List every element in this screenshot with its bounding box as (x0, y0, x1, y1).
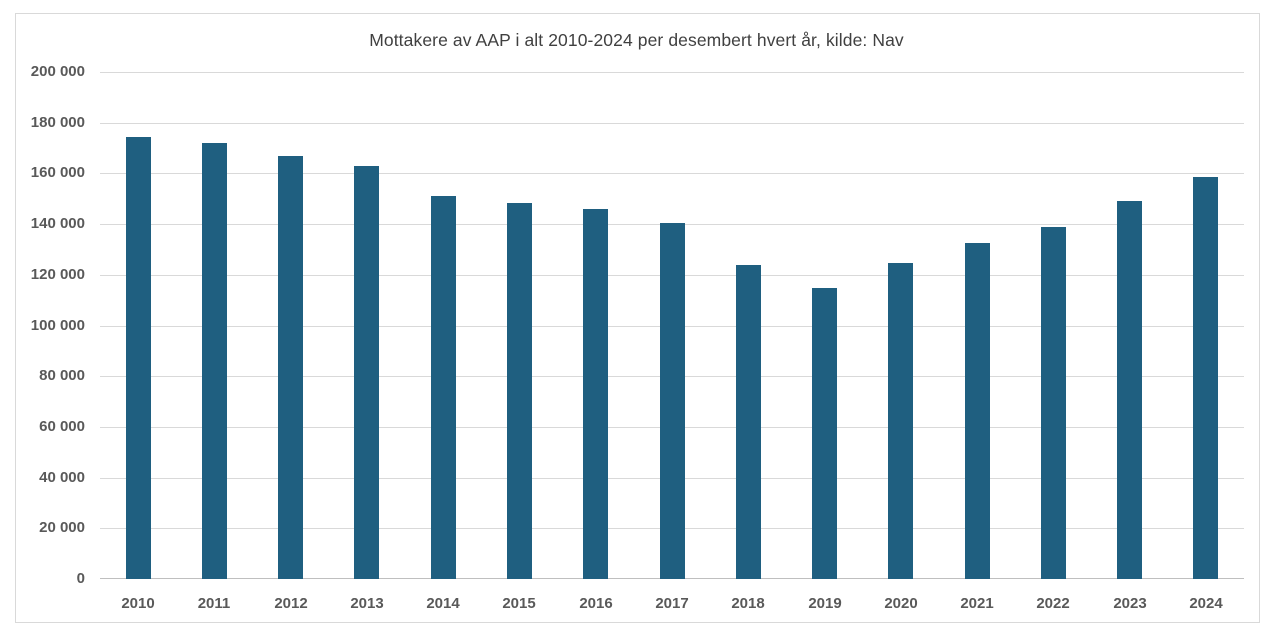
y-axis-tick-label: 120 000 (30, 266, 85, 283)
y-axis-tick-label: 0 (76, 570, 85, 587)
bar-2017 (660, 223, 685, 579)
x-axis-tick-label: 2018 (731, 595, 765, 612)
plot-area (100, 72, 1244, 579)
x-axis-tick-label: 2010 (121, 595, 155, 612)
chart-title: Mottakere av AAP i alt 2010-2024 per des… (369, 30, 904, 50)
bar-2018 (736, 265, 761, 579)
x-axis-tick-label: 2016 (579, 595, 613, 612)
y-axis-tick-label: 140 000 (30, 215, 85, 232)
bar-2024 (1193, 177, 1218, 579)
x-axis-tick-label: 2023 (1113, 595, 1147, 612)
x-axis-tick-label: 2011 (197, 595, 231, 612)
x-axis-tick-label: 2024 (1189, 595, 1223, 612)
bar-2022 (1041, 227, 1066, 579)
y-axis-tick-label: 60 000 (39, 418, 85, 435)
bar-2012 (278, 156, 303, 579)
y-axis-tick-label: 40 000 (39, 469, 85, 486)
bar-2010 (126, 137, 151, 579)
y-axis-tick-label: 200 000 (30, 63, 85, 80)
x-axis-tick-label: 2012 (274, 595, 308, 612)
gridline (100, 123, 1244, 124)
x-axis-tick-label: 2013 (350, 595, 384, 612)
bar-2016 (583, 209, 608, 579)
bar-2013 (354, 166, 379, 579)
gridline (100, 72, 1244, 73)
x-axis-tick-label: 2022 (1036, 595, 1070, 612)
y-axis-tick-label: 160 000 (30, 164, 85, 181)
y-axis-tick-label: 100 000 (30, 317, 85, 334)
gridline (100, 173, 1244, 174)
x-axis-tick-label: 2019 (808, 595, 842, 612)
bar-2023 (1117, 201, 1142, 579)
y-axis-tick-label: 20 000 (39, 519, 85, 536)
x-axis-tick-label: 2015 (502, 595, 536, 612)
bar-2019 (812, 288, 837, 579)
y-axis-tick-label: 180 000 (30, 114, 85, 131)
bar-2011 (202, 143, 227, 579)
bar-2015 (507, 203, 532, 579)
y-axis-tick-label: 80 000 (39, 367, 85, 384)
bar-2020 (888, 263, 913, 579)
x-axis-tick-label: 2017 (655, 595, 689, 612)
x-axis-tick-label: 2020 (884, 595, 918, 612)
bar-2014 (431, 196, 456, 579)
bar-2021 (965, 243, 990, 579)
x-axis-tick-label: 2021 (960, 595, 994, 612)
x-axis-tick-label: 2014 (426, 595, 460, 612)
